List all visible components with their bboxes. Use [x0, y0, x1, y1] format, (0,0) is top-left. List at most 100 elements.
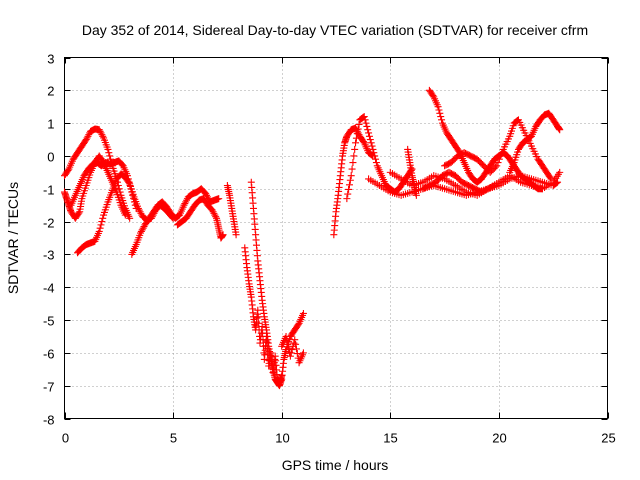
data-point — [350, 152, 358, 160]
data-point — [366, 136, 374, 144]
data-point — [292, 345, 300, 353]
data-point — [121, 211, 129, 219]
series-arc-11 — [330, 124, 377, 239]
data-point — [118, 161, 126, 169]
data-point — [99, 214, 107, 222]
data-point — [95, 126, 103, 134]
data-point — [365, 129, 373, 137]
data-point — [435, 106, 443, 114]
data-point — [64, 166, 72, 174]
data-point — [291, 336, 299, 344]
data-point — [84, 132, 92, 140]
data-point — [105, 149, 113, 157]
data-point — [209, 208, 217, 216]
data-point — [211, 211, 219, 219]
data-point — [286, 352, 294, 360]
y-tick-label: -5 — [43, 314, 55, 329]
data-point — [137, 229, 145, 237]
data-point — [362, 119, 370, 127]
series-arc-7 — [223, 181, 240, 239]
data-point — [140, 223, 148, 231]
y-tick-label: 1 — [47, 117, 54, 132]
data-point — [491, 181, 499, 189]
data-point — [364, 126, 372, 134]
series-arc-15 — [404, 145, 420, 199]
data-point — [292, 340, 300, 348]
data-point — [181, 200, 189, 208]
data-point — [495, 155, 503, 163]
y-tick-label: 0 — [47, 150, 54, 165]
y-axis-label: SDTVAR / TECUs — [5, 182, 21, 294]
data-point — [498, 149, 506, 157]
data-point — [349, 159, 357, 167]
data-point — [287, 349, 295, 357]
data-point — [99, 132, 107, 140]
data-point — [255, 319, 263, 327]
y-tick-label: 3 — [47, 52, 54, 67]
series-arc-17 — [441, 116, 555, 183]
data-point — [352, 134, 360, 142]
data-point — [98, 218, 106, 226]
chart-title: Day 352 of 2014, Sidereal Day-to-day VTE… — [82, 22, 588, 38]
data-point — [368, 142, 376, 150]
data-point — [97, 129, 105, 137]
data-point — [299, 349, 307, 357]
x-tick-label: 0 — [62, 431, 69, 446]
data-point — [371, 152, 379, 160]
data-point — [137, 209, 145, 217]
data-point — [438, 116, 446, 124]
data-point — [299, 309, 307, 317]
data-point — [294, 321, 302, 329]
data-point — [104, 145, 112, 153]
data-point — [355, 120, 363, 128]
data-point — [219, 231, 227, 239]
data-point — [98, 131, 106, 139]
x-tick-label: 15 — [383, 431, 397, 446]
series-arc-5 — [128, 185, 223, 258]
data-point — [95, 227, 103, 235]
series-arc-10 — [278, 332, 307, 367]
x-tick-label: 25 — [601, 431, 615, 446]
data-point — [347, 172, 355, 180]
data-point — [282, 332, 290, 340]
data-point — [344, 190, 352, 198]
data-point — [106, 152, 114, 160]
series-arc-6 — [173, 195, 227, 242]
data-point — [137, 227, 145, 235]
x-tick-label: 10 — [275, 431, 289, 446]
series-arc-19 — [419, 168, 499, 196]
data-point — [283, 336, 291, 344]
data-point — [538, 185, 546, 193]
data-point — [359, 138, 367, 146]
y-tick-label: -7 — [43, 380, 55, 395]
data-point — [180, 201, 188, 209]
data-point — [288, 346, 296, 354]
y-tick-label: -1 — [43, 183, 55, 198]
data-point — [360, 113, 368, 121]
data-point — [293, 350, 301, 358]
data-point — [345, 181, 353, 189]
data-point — [85, 131, 93, 139]
data-point — [437, 113, 445, 121]
data-point — [139, 224, 147, 232]
tick-layer: 0 5 10 15 20 25 -8 -7 -6 -5 -4 -3 -2 -1 0 1 2 3 — [43, 52, 616, 446]
series-arc-12 — [343, 113, 416, 203]
data-point — [489, 182, 497, 190]
data-point — [497, 152, 505, 160]
series-arc-8 — [241, 244, 286, 386]
data-point — [352, 126, 360, 134]
data-point — [208, 206, 216, 214]
data-point — [136, 208, 144, 216]
series-arc-9 — [247, 178, 307, 390]
data-point — [125, 179, 133, 187]
data-point — [135, 206, 143, 214]
y-tick-label: -3 — [43, 248, 55, 263]
data-point — [370, 149, 378, 157]
series-arc-18 — [506, 109, 564, 176]
data-point — [202, 190, 210, 198]
x-axis-label: GPS time / hours — [282, 457, 389, 473]
data-point — [343, 195, 351, 203]
data-point — [352, 139, 360, 147]
data-point — [494, 159, 502, 167]
data-point — [513, 117, 521, 125]
